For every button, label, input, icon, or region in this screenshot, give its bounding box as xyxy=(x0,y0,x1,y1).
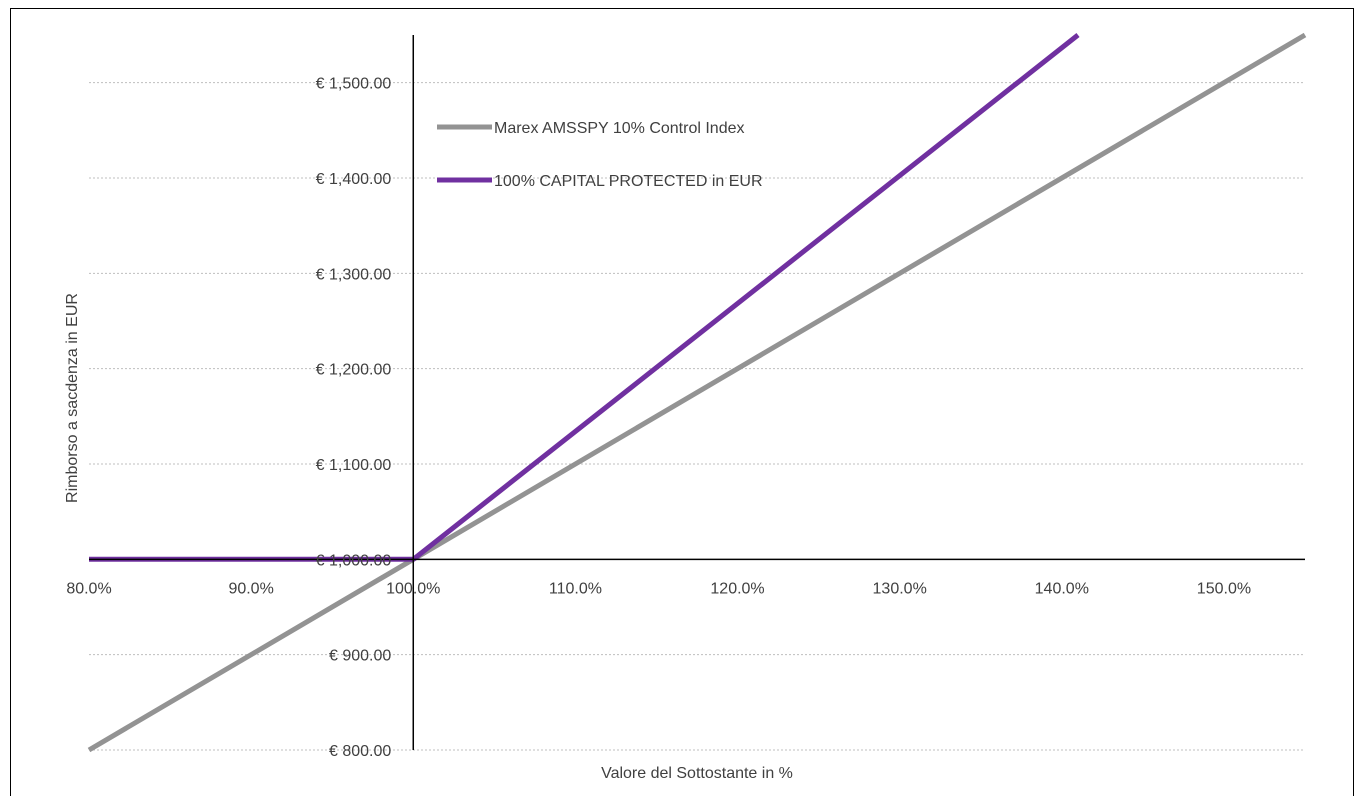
gridlines xyxy=(89,82,1305,751)
legend: Marex AMSSPY 10% Control Index 100% CAPIT… xyxy=(437,120,763,190)
x-tick-label: 120.0% xyxy=(710,580,764,597)
series-line-1 xyxy=(87,32,1307,753)
x-tick-label: 100.0% xyxy=(386,580,440,597)
x-tick-label: 90.0% xyxy=(228,580,273,597)
tick-labels: € 800.00 € 900.00 € 1,000.00 € 1,100.00 € 1,… xyxy=(66,76,1251,760)
y-axis-title: Rimborso a sacdenza in EUR xyxy=(64,293,81,503)
x-tick-label: 140.0% xyxy=(1035,580,1089,597)
chart-frame xyxy=(10,8,1354,796)
x-tick-label: 110.0% xyxy=(549,580,602,597)
x-tick-label: 150.0% xyxy=(1197,580,1251,597)
y-tick-label: € 800.00 xyxy=(329,743,391,760)
legend-label-2: 100% CAPITAL PROTECTED in EUR xyxy=(494,173,763,190)
y-tick-label: € 1,300.00 xyxy=(316,266,392,283)
axes xyxy=(89,35,1305,750)
y-tick-label: € 1,100.00 xyxy=(316,457,392,474)
series-line-2 xyxy=(89,33,1080,562)
y-tick-label: € 1,000.00 xyxy=(316,552,392,569)
x-axis-title: Valore del Sottostante in % xyxy=(601,765,793,782)
y-tick-label: € 900.00 xyxy=(329,648,391,665)
x-tick-label: 130.0% xyxy=(873,580,927,597)
y-tick-label: € 1,200.00 xyxy=(316,362,392,379)
legend-label-1: Marex AMSSPY 10% Control Index xyxy=(494,120,745,137)
y-tick-label: € 1,400.00 xyxy=(316,171,392,188)
y-tick-label: € 1,500.00 xyxy=(316,76,392,93)
series-lines xyxy=(87,32,1307,753)
x-tick-label: 80.0% xyxy=(66,580,111,597)
